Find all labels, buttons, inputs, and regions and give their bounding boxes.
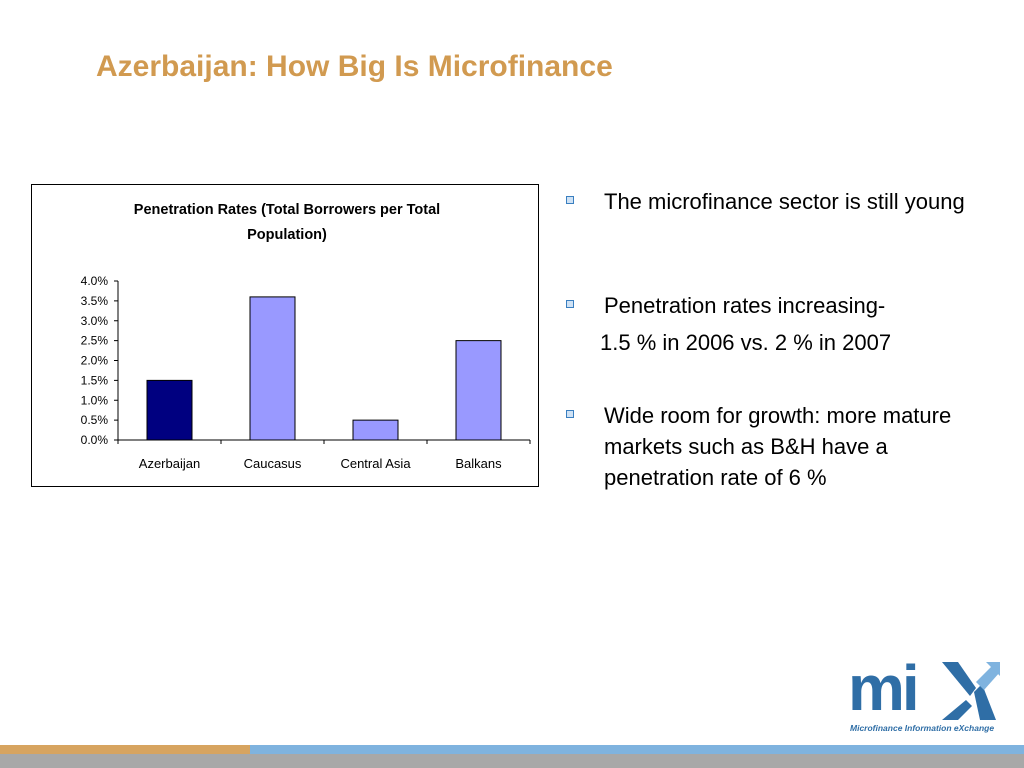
y-tick-label: 2.0%	[81, 354, 109, 368]
y-tick-label: 1.0%	[81, 393, 109, 407]
bar	[146, 379, 193, 441]
x-tick-label: Balkans	[455, 456, 502, 471]
y-tick-label: 0.0%	[81, 433, 109, 447]
x-tick-label: Azerbaijan	[139, 456, 200, 471]
y-tick-label: 3.0%	[81, 314, 109, 328]
logo-tagline: Microfinance Information eXchange	[850, 723, 995, 733]
square-bullet-icon	[566, 196, 574, 204]
chart-title-line-1: Penetration Rates (Total Borrowers per T…	[134, 202, 440, 218]
bullet-item: The microfinance sector is still young	[566, 186, 986, 217]
bullet-item: Penetration rates increasing-	[566, 290, 986, 321]
chart-title-line-2: Population)	[247, 227, 327, 243]
bullet-text: Penetration rates increasing-	[604, 293, 886, 318]
footer-bar-blue	[250, 745, 1024, 754]
bar	[249, 296, 296, 441]
footer-base	[0, 754, 1024, 768]
logo-x-arrow-icon	[942, 662, 1000, 720]
square-bullet-icon	[566, 410, 574, 418]
chart-plot-area: 0.0% 0.5% 1.0% 1.5% 2.0% 2.5% 3.0% 3.5% 4.0% Azer…	[81, 274, 531, 471]
logo-wordmark: mi	[848, 652, 920, 724]
slide-title: Azerbaijan: How Big Is Microfinance	[96, 50, 613, 83]
bar	[352, 419, 399, 441]
y-tick-label: 0.5%	[81, 413, 109, 427]
y-tick-label: 1.5%	[81, 373, 109, 387]
bar	[455, 340, 502, 441]
square-bullet-icon	[566, 300, 574, 308]
chart-canvas: Penetration Rates (Total Borrowers per T…	[81, 202, 531, 471]
y-tick-label: 2.5%	[81, 334, 109, 348]
y-tick-label: 4.0%	[81, 274, 109, 288]
bullet-continuation: 1.5 % in 2006 vs. 2 % in 2007	[600, 330, 892, 355]
footer-bar-accent	[0, 745, 250, 754]
x-tick-label: Central Asia	[340, 456, 411, 471]
bullet-text: Wide room for growth: more mature market…	[604, 403, 952, 490]
penetration-rate-chart: Penetration Rates (Total Borrowers per T…	[31, 184, 539, 487]
bullet-text: The microfinance sector is still young	[604, 189, 965, 214]
x-tick-label: Caucasus	[244, 456, 302, 471]
mix-logo: mi Microfinance Information eXchange	[848, 652, 1004, 740]
bullet-item: Wide room for growth: more mature market…	[566, 400, 986, 493]
y-tick-label: 3.5%	[81, 294, 109, 308]
